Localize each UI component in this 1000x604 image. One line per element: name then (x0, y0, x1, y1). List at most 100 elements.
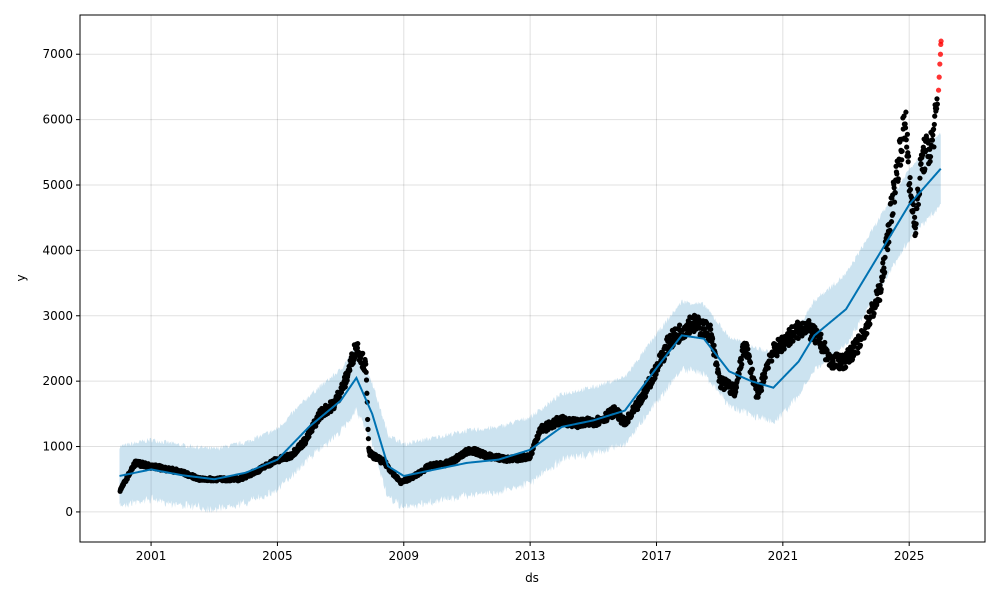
y-axis: 0 1000 2000 3000 4000 5000 6000 7000 (42, 47, 80, 519)
actual-point (881, 265, 887, 271)
actual-point (365, 426, 371, 432)
actual-point (790, 338, 796, 344)
actual-point (738, 356, 744, 363)
actual-point (354, 345, 361, 351)
actual-point (931, 121, 937, 128)
actual-point (895, 176, 901, 182)
actual-point (745, 346, 751, 352)
actual-point (930, 132, 936, 138)
actual-point (364, 390, 370, 396)
x-axis-label: ds (525, 571, 539, 585)
actual-point (758, 387, 765, 394)
y-tick-label: 2000 (42, 374, 73, 388)
actual-point (918, 161, 924, 167)
x-tick-label: 2013 (515, 549, 546, 563)
actual-point (642, 393, 649, 400)
actual-point (882, 254, 888, 260)
actual-point (902, 125, 909, 131)
actual-point (934, 96, 940, 102)
actual-point (894, 171, 900, 177)
actual-point (653, 371, 659, 377)
actual-point (931, 144, 937, 150)
x-tick-label: 2009 (389, 549, 420, 563)
actual-point (733, 389, 739, 395)
actual-point (899, 148, 905, 154)
actual-point (822, 339, 828, 346)
actual-point (739, 361, 745, 367)
x-tick-label: 2001 (136, 549, 167, 563)
actual-point (365, 416, 371, 423)
x-axis: 2001 2005 2009 2013 2017 2021 2025 (136, 542, 925, 563)
actual-point (904, 144, 910, 150)
actual-point (360, 350, 366, 356)
actual-point (905, 159, 911, 165)
actual-point (762, 374, 768, 381)
uncertainty-interval (119, 132, 941, 514)
x-tick-label: 2017 (641, 549, 672, 563)
grid (80, 15, 985, 542)
future-actual-point (938, 38, 944, 44)
y-axis-label: y (14, 274, 28, 281)
actual-point (892, 190, 898, 196)
actual-point (901, 113, 907, 119)
actual-point (917, 175, 923, 181)
actual-point (912, 214, 918, 220)
actual-point (891, 185, 897, 191)
actual-point (857, 342, 864, 348)
actual-point (932, 113, 938, 119)
actual-point (806, 317, 812, 324)
actual-point (899, 157, 905, 163)
actual-point (914, 205, 920, 212)
actual-point (890, 211, 896, 217)
actual-point (904, 131, 911, 137)
actual-point (363, 369, 369, 375)
actual-point (733, 384, 740, 391)
actual-point (878, 286, 884, 292)
y-tick-label: 6000 (42, 113, 73, 127)
actual-point (714, 362, 720, 368)
actual-point (903, 109, 909, 115)
actual-point (905, 153, 912, 159)
actual-point (912, 225, 918, 231)
y-tick-label: 0 (65, 505, 73, 519)
y-tick-label: 5000 (42, 178, 73, 192)
actual-point (855, 350, 861, 356)
y-tick-label: 7000 (42, 47, 73, 61)
actual-point (927, 158, 933, 165)
actual-point (711, 342, 717, 348)
actual-point (882, 269, 888, 275)
actual-point (915, 201, 922, 208)
actual-point (363, 361, 369, 367)
actual-point (709, 336, 716, 342)
forecast-line (119, 167, 942, 481)
actual-point (907, 180, 913, 187)
actual-point (347, 367, 353, 373)
actual-point (880, 260, 886, 266)
y-tick-label: 3000 (42, 309, 73, 323)
actual-point (922, 166, 928, 172)
actual-point (818, 331, 824, 337)
future-actual-point (937, 61, 943, 67)
x-tick-label: 2021 (768, 549, 799, 563)
y-tick-label: 1000 (42, 440, 73, 454)
actual-point (677, 322, 683, 328)
actual-point (910, 202, 917, 208)
actual-point (913, 230, 919, 237)
actual-point (903, 137, 909, 143)
actual-point (830, 358, 836, 364)
future-actual-point (936, 74, 942, 80)
actual-point (708, 326, 714, 333)
actual-point (907, 186, 914, 193)
actual-point (864, 330, 870, 337)
actual-point (769, 358, 775, 364)
actual-point (934, 106, 940, 112)
actual-point (897, 162, 904, 168)
actual-point (871, 310, 877, 317)
actual-point (365, 436, 371, 442)
actual-point (885, 247, 891, 253)
x-tick-label: 2025 (894, 549, 925, 563)
actual-point (930, 126, 937, 132)
actual-point (934, 101, 940, 107)
actual-point (746, 353, 752, 359)
